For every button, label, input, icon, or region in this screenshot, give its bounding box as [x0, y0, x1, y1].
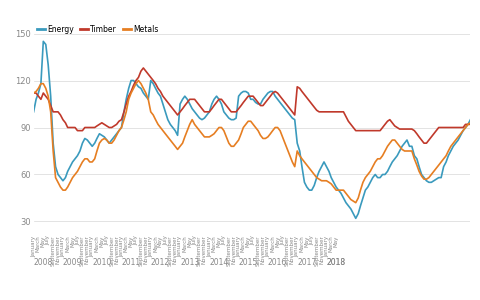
Line: Timber: Timber [34, 68, 470, 143]
Text: 2009: 2009 [63, 258, 82, 267]
Line: Energy: Energy [34, 41, 470, 218]
Legend: Energy, Timber, Metals: Energy, Timber, Metals [37, 25, 158, 34]
Text: 2018: 2018 [326, 258, 346, 267]
Line: Metals: Metals [34, 80, 470, 203]
Text: 2016: 2016 [268, 258, 287, 267]
Text: 2018: 2018 [326, 258, 346, 267]
Text: 2011: 2011 [121, 258, 141, 267]
Text: 2008: 2008 [34, 258, 53, 267]
Text: 2017: 2017 [297, 258, 316, 267]
Text: 2010: 2010 [92, 258, 111, 267]
Text: 2013: 2013 [180, 258, 199, 267]
Text: 2012: 2012 [151, 258, 170, 267]
Text: 2014: 2014 [209, 258, 228, 267]
Text: 2015: 2015 [239, 258, 258, 267]
